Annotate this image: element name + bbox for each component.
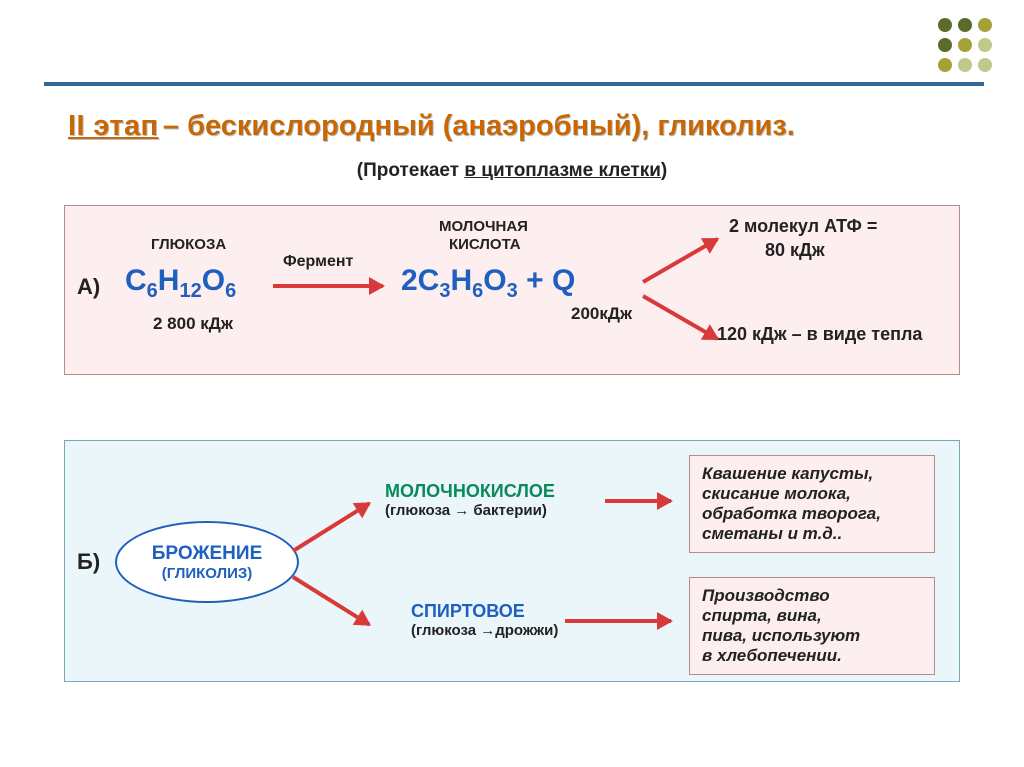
slide-subtitle: (Протекает в цитоплазме клетки): [0, 160, 1024, 182]
reaction-box-a: А) ГЛЮКОЗА C6H12O6 2 800 кДж Фермент .bo…: [64, 205, 960, 375]
heat-line: 120 кДж – в виде тепла: [717, 324, 922, 345]
dot: [958, 58, 972, 72]
title-stage: II этап: [68, 110, 158, 142]
glucose-energy: 2 800 кДж: [153, 314, 233, 334]
arrow-to-alcohol: [292, 575, 370, 626]
ferm1-sub: (глюкоза → бактерии): [385, 502, 555, 519]
out1-l1: Квашение капусты,: [702, 464, 922, 484]
atp-line1: 2 молекул АТФ =: [729, 216, 877, 237]
box-b-lead: Б): [77, 549, 100, 575]
reaction-arrow: [273, 284, 383, 288]
dot: [958, 18, 972, 32]
lactic-label-2: КИСЛОТА: [449, 236, 521, 253]
lactic-label-1: МОЛОЧНАЯ: [439, 218, 528, 235]
alcohol-output-box: Производство спирта, вина, пива, использ…: [689, 577, 935, 675]
ferment-label: Фермент: [283, 253, 353, 271]
fermentation-oval: БРОЖЕНИЕ (ГЛИКОЛИЗ): [115, 521, 299, 603]
lactic-fermentation-label: МОЛОЧНОКИСЛОЕ (глюкоза → бактерии): [385, 481, 555, 519]
subtitle-underline: в цитоплазме клетки: [464, 160, 661, 181]
dot: [938, 18, 952, 32]
out1-l3: обработка творога,: [702, 504, 922, 524]
dot: [978, 38, 992, 52]
subtitle-open: (Протекает: [357, 160, 465, 181]
glucose-label: ГЛЮКОЗА: [151, 236, 226, 253]
out1-l2: скисание молока,: [702, 484, 922, 504]
dot: [958, 38, 972, 52]
out2-l2: спирта, вина,: [702, 606, 922, 626]
decor-dot-grid: [938, 18, 992, 78]
title-dash: –: [163, 110, 187, 142]
alcohol-fermentation-label: СПИРТОВОЕ (глюкоза →дрожжи): [411, 601, 558, 639]
arrow-heat: [642, 294, 718, 340]
lactic-output-box: Квашение капусты, скисание молока, обраб…: [689, 455, 935, 553]
fermentation-box-b: Б) БРОЖЕНИЕ (ГЛИКОЛИЗ) .box-b .arrow-ang…: [64, 440, 960, 682]
dot: [978, 18, 992, 32]
out2-l3: пива, используют: [702, 626, 922, 646]
top-divider: [44, 82, 984, 86]
ferm1-title: МОЛОЧНОКИСЛОЕ: [385, 481, 555, 502]
arrow-atp: [642, 237, 718, 283]
ferm2-title: СПИРТОВОЕ: [411, 601, 558, 622]
subtitle-close: ): [661, 160, 667, 181]
arrow-lactic-out: [605, 499, 671, 503]
title-rest: бескислородный (анаэробный), гликолиз.: [187, 110, 795, 142]
arrow-alcohol-out: [565, 619, 671, 623]
lactic-formula: 2C3H6O3 + Q: [401, 264, 575, 303]
dot: [938, 58, 952, 72]
atp-line2: 80 кДж: [765, 240, 825, 261]
glucose-formula: C6H12O6: [125, 264, 236, 303]
ferm2-sub: (глюкоза →дрожжи): [411, 622, 558, 639]
out2-l1: Производство: [702, 586, 922, 606]
out2-l4: в хлебопечении.: [702, 646, 922, 666]
dot: [978, 58, 992, 72]
dot: [938, 38, 952, 52]
q-energy: 200кДж: [571, 304, 632, 324]
oval-top: БРОЖЕНИЕ: [152, 543, 263, 565]
slide-title: II этап – бескислородный (анаэробный), г…: [68, 110, 904, 143]
out1-l4: сметаны и т.д..: [702, 524, 922, 544]
oval-bottom: (ГЛИКОЛИЗ): [162, 565, 253, 582]
arrow-to-lactic: [292, 502, 370, 553]
box-a-lead: А): [77, 274, 100, 300]
